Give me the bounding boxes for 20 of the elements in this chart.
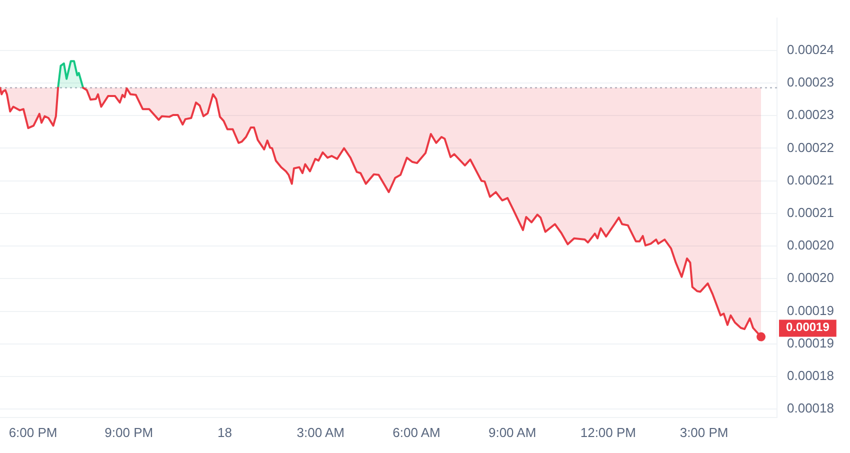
x-tick-label: 9:00 AM	[488, 424, 536, 440]
y-tick-label: 0.00022	[787, 140, 834, 155]
x-tick-label: 6:00 PM	[8, 424, 58, 440]
y-tick-label: 0.00020	[787, 238, 834, 253]
x-tick-label: 18	[218, 424, 232, 440]
y-tick-label: 0.00023	[787, 74, 834, 90]
x-tick-label: 3:00 AM	[296, 424, 344, 440]
x-tick-label: 6:00 AM	[392, 424, 440, 440]
x-tick-label: 3:00 PM	[680, 424, 728, 440]
y-tick-label: 0.00021	[787, 205, 834, 220]
y-tick-label: 0.00020	[787, 270, 834, 286]
y-tick-label: 0.00019	[787, 302, 834, 318]
y-tick-label: 0.00018	[787, 400, 834, 416]
y-tick-label: 0.00024	[787, 42, 834, 57]
y-tick-label: 0.00018	[787, 368, 834, 384]
y-tick-label: 0.00021	[787, 172, 834, 188]
y-tick-label: 0.00023	[787, 107, 834, 122]
x-tick-label: 12:00 PM	[580, 424, 636, 440]
y-tick-label: 0.00019	[787, 335, 834, 350]
x-tick-label: 9:00 PM	[104, 424, 154, 440]
